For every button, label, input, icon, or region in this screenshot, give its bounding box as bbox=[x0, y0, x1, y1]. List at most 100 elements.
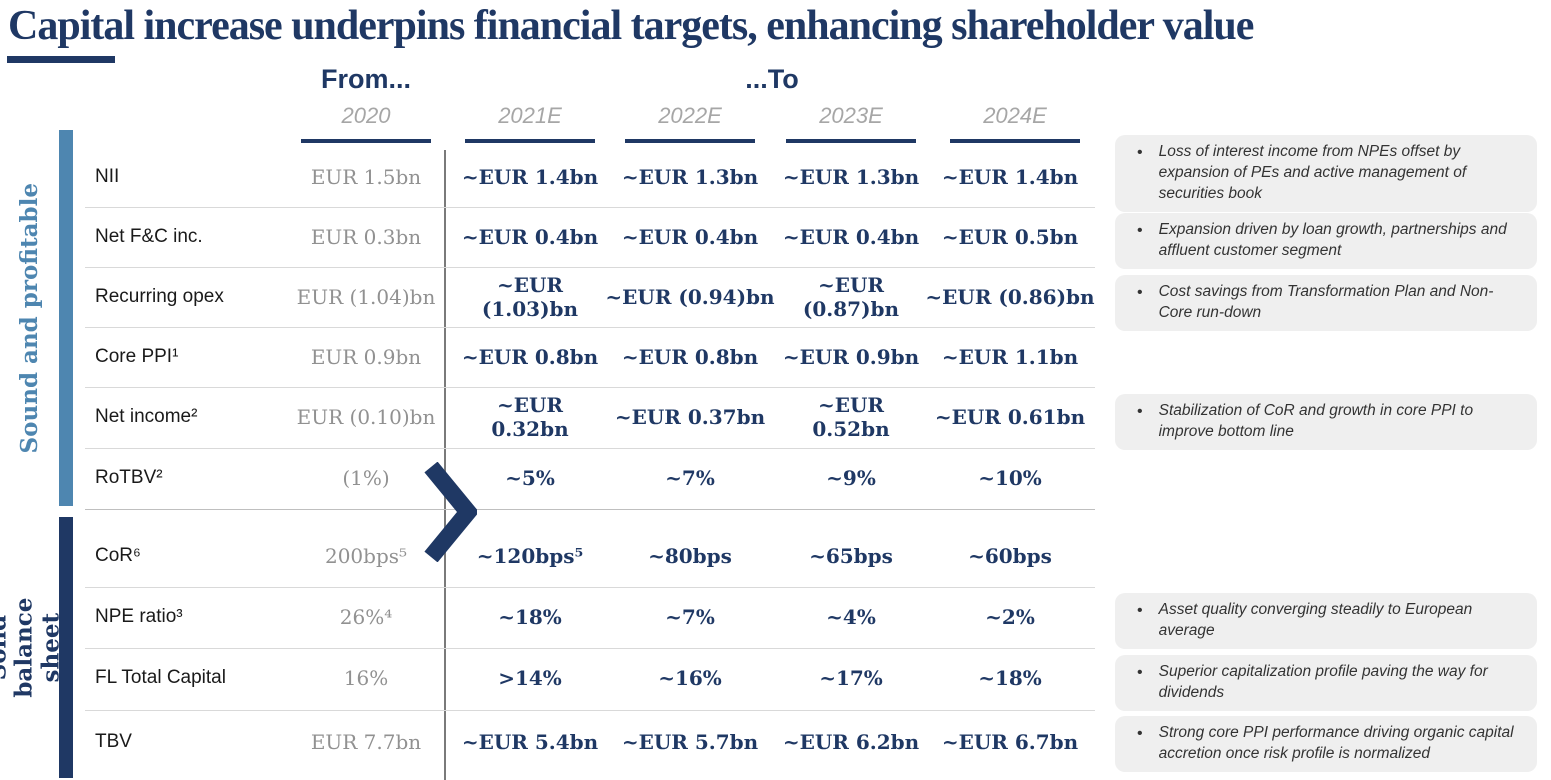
row-label: Net F&C inc. bbox=[95, 226, 203, 247]
row-separator bbox=[85, 587, 1095, 588]
cell-2020: EUR 0.3bn bbox=[310, 225, 422, 249]
section-bar-top bbox=[59, 130, 73, 506]
row-label: RoTBV² bbox=[95, 467, 163, 488]
year-header-2020: 2020 bbox=[341, 103, 391, 128]
cell-2022e: ~EUR 5.7bn bbox=[621, 730, 759, 754]
row-separator bbox=[85, 710, 1095, 711]
cell-2022e: ~EUR 0.37bn bbox=[614, 405, 766, 429]
cell-2024e: ~10% bbox=[978, 466, 1042, 490]
year-underline bbox=[950, 139, 1080, 143]
callout-net-fc: • Expansion driven by loan growth, partn… bbox=[1115, 213, 1537, 269]
cell-2023e: ~EUR 1.3bn bbox=[782, 165, 920, 189]
callout-text: Strong core PPI performance driving orga… bbox=[1158, 724, 1514, 762]
cell-2020: EUR (0.10)bn bbox=[296, 405, 436, 429]
cell-2021e: ~EUR 0.32bn bbox=[491, 393, 569, 441]
cell-2021e: ~EUR 1.4bn bbox=[461, 165, 599, 189]
year-header-2022e: 2022E bbox=[658, 103, 722, 128]
callout-text: Cost savings from Transformation Plan an… bbox=[1158, 283, 1494, 321]
row-label: TBV bbox=[95, 731, 132, 752]
section-separator bbox=[85, 509, 1095, 510]
table-row-npe-ratio: NPE ratio³ 26%⁴ ~18% ~7% ~4% ~2% bbox=[85, 587, 1095, 647]
year-underline bbox=[465, 139, 595, 143]
cell-2023e: ~EUR 0.9bn bbox=[782, 345, 920, 369]
cell-2021e: ~18% bbox=[498, 605, 562, 629]
callout-asset-quality: • Asset quality converging steadily to E… bbox=[1115, 593, 1537, 649]
callout-opex: • Cost savings from Transformation Plan … bbox=[1115, 275, 1537, 331]
cell-2020: 200bps⁵ bbox=[324, 544, 408, 568]
cell-2020: (1%) bbox=[342, 466, 390, 490]
to-header: ...To bbox=[745, 64, 799, 94]
cell-2024e: ~2% bbox=[985, 605, 1035, 629]
row-separator bbox=[85, 267, 1095, 268]
cell-2020: EUR (1.04)bn bbox=[296, 285, 436, 309]
cell-2024e: ~60bps bbox=[968, 544, 1052, 568]
section-bar-bottom bbox=[59, 517, 73, 778]
callout-text: Stabilization of CoR and growth in core … bbox=[1158, 402, 1474, 440]
row-label: NPE ratio³ bbox=[95, 606, 183, 627]
callout-text: Superior capitalization profile paving t… bbox=[1158, 663, 1488, 701]
title-underline bbox=[7, 56, 115, 63]
cell-2023e: ~4% bbox=[826, 605, 876, 629]
chevron-right-icon bbox=[424, 462, 477, 562]
from-header: From... bbox=[320, 64, 411, 94]
table-row-tbv: TBV EUR 7.7bn ~EUR 5.4bn ~EUR 5.7bn ~EUR… bbox=[85, 712, 1095, 772]
cell-2023e: ~EUR 0.52bn bbox=[812, 393, 890, 441]
cell-2022e: ~7% bbox=[665, 605, 715, 629]
table-row-recurring-opex: Recurring opex EUR (1.04)bn ~EUR (1.03)b… bbox=[85, 267, 1095, 327]
cell-2024e: ~EUR (0.86)bn bbox=[925, 285, 1095, 309]
cell-2023e: ~65bps bbox=[809, 544, 893, 568]
section-label-solid-balance-sheet: Solid balance sheet bbox=[0, 597, 65, 698]
cell-2020: EUR 7.7bn bbox=[310, 730, 422, 754]
cell-2022e: ~EUR 0.4bn bbox=[621, 225, 759, 249]
column-divider bbox=[444, 150, 446, 780]
callout-capitalization: • Superior capitalization profile paving… bbox=[1115, 655, 1537, 711]
year-header-2023e: 2023E bbox=[819, 103, 883, 128]
cell-2020: EUR 0.9bn bbox=[310, 345, 422, 369]
cell-2022e: ~80bps bbox=[648, 544, 732, 568]
cell-2024e: ~18% bbox=[978, 666, 1042, 690]
year-header-2024e: 2024E bbox=[983, 103, 1047, 128]
page-title: Capital increase underpins financial tar… bbox=[8, 3, 1254, 49]
table-row-core-ppi: Core PPI¹ EUR 0.9bn ~EUR 0.8bn ~EUR 0.8b… bbox=[85, 327, 1095, 387]
row-label: Net income² bbox=[95, 406, 198, 427]
cell-2022e: ~EUR (0.94)bn bbox=[605, 285, 775, 309]
cell-2021e: ~5% bbox=[505, 466, 555, 490]
row-label: NII bbox=[95, 166, 120, 187]
cell-2024e: ~EUR 0.61bn bbox=[934, 405, 1086, 429]
cell-2021e: ~EUR 0.4bn bbox=[461, 225, 599, 249]
bullet-icon: • bbox=[1137, 144, 1143, 161]
cell-2023e: ~9% bbox=[826, 466, 876, 490]
year-header-2021e: 2021E bbox=[498, 103, 562, 128]
cell-2021e: >14% bbox=[498, 666, 562, 690]
cell-2024e: ~EUR 1.1bn bbox=[941, 345, 1079, 369]
bullet-icon: • bbox=[1137, 403, 1143, 420]
callout-text: Loss of interest income from NPEs offset… bbox=[1158, 143, 1467, 202]
callout-text: Asset quality converging steadily to Eur… bbox=[1158, 601, 1473, 639]
cell-2022e: ~16% bbox=[658, 666, 722, 690]
row-separator bbox=[85, 448, 1095, 449]
cell-2021e: ~EUR 5.4bn bbox=[461, 730, 599, 754]
cell-2023e: ~EUR 6.2bn bbox=[782, 730, 920, 754]
row-label: Core PPI¹ bbox=[95, 346, 179, 367]
table-row-fl-total-capital: FL Total Capital 16% >14% ~16% ~17% ~18% bbox=[85, 648, 1095, 708]
bullet-icon: • bbox=[1137, 725, 1143, 742]
row-label: CoR⁶ bbox=[95, 545, 141, 566]
table-row-net-income: Net income² EUR (0.10)bn ~EUR 0.32bn ~EU… bbox=[85, 387, 1095, 447]
table-row-nii: NII EUR 1.5bn ~EUR 1.4bn ~EUR 1.3bn ~EUR… bbox=[85, 147, 1095, 207]
cell-2023e: ~EUR 0.4bn bbox=[782, 225, 920, 249]
cell-2024e: ~EUR 6.7bn bbox=[941, 730, 1079, 754]
row-label: Recurring opex bbox=[95, 286, 224, 307]
row-label: FL Total Capital bbox=[95, 667, 226, 688]
callout-bottom-line: • Stabilization of CoR and growth in cor… bbox=[1115, 394, 1537, 450]
cell-2021e: ~EUR 0.8bn bbox=[461, 345, 599, 369]
cell-2020: EUR 1.5bn bbox=[310, 165, 422, 189]
row-separator bbox=[85, 207, 1095, 208]
bullet-icon: • bbox=[1137, 284, 1143, 301]
section-label-sound-and-profitable: Sound and profitable bbox=[15, 182, 43, 454]
cell-2024e: ~EUR 1.4bn bbox=[941, 165, 1079, 189]
year-underline bbox=[301, 139, 431, 143]
cell-2021e: ~120bps⁵ bbox=[476, 544, 584, 568]
row-separator bbox=[85, 648, 1095, 649]
table-row-cor: CoR⁶ 200bps⁵ ~120bps⁵ ~80bps ~65bps ~60b… bbox=[85, 526, 1095, 586]
